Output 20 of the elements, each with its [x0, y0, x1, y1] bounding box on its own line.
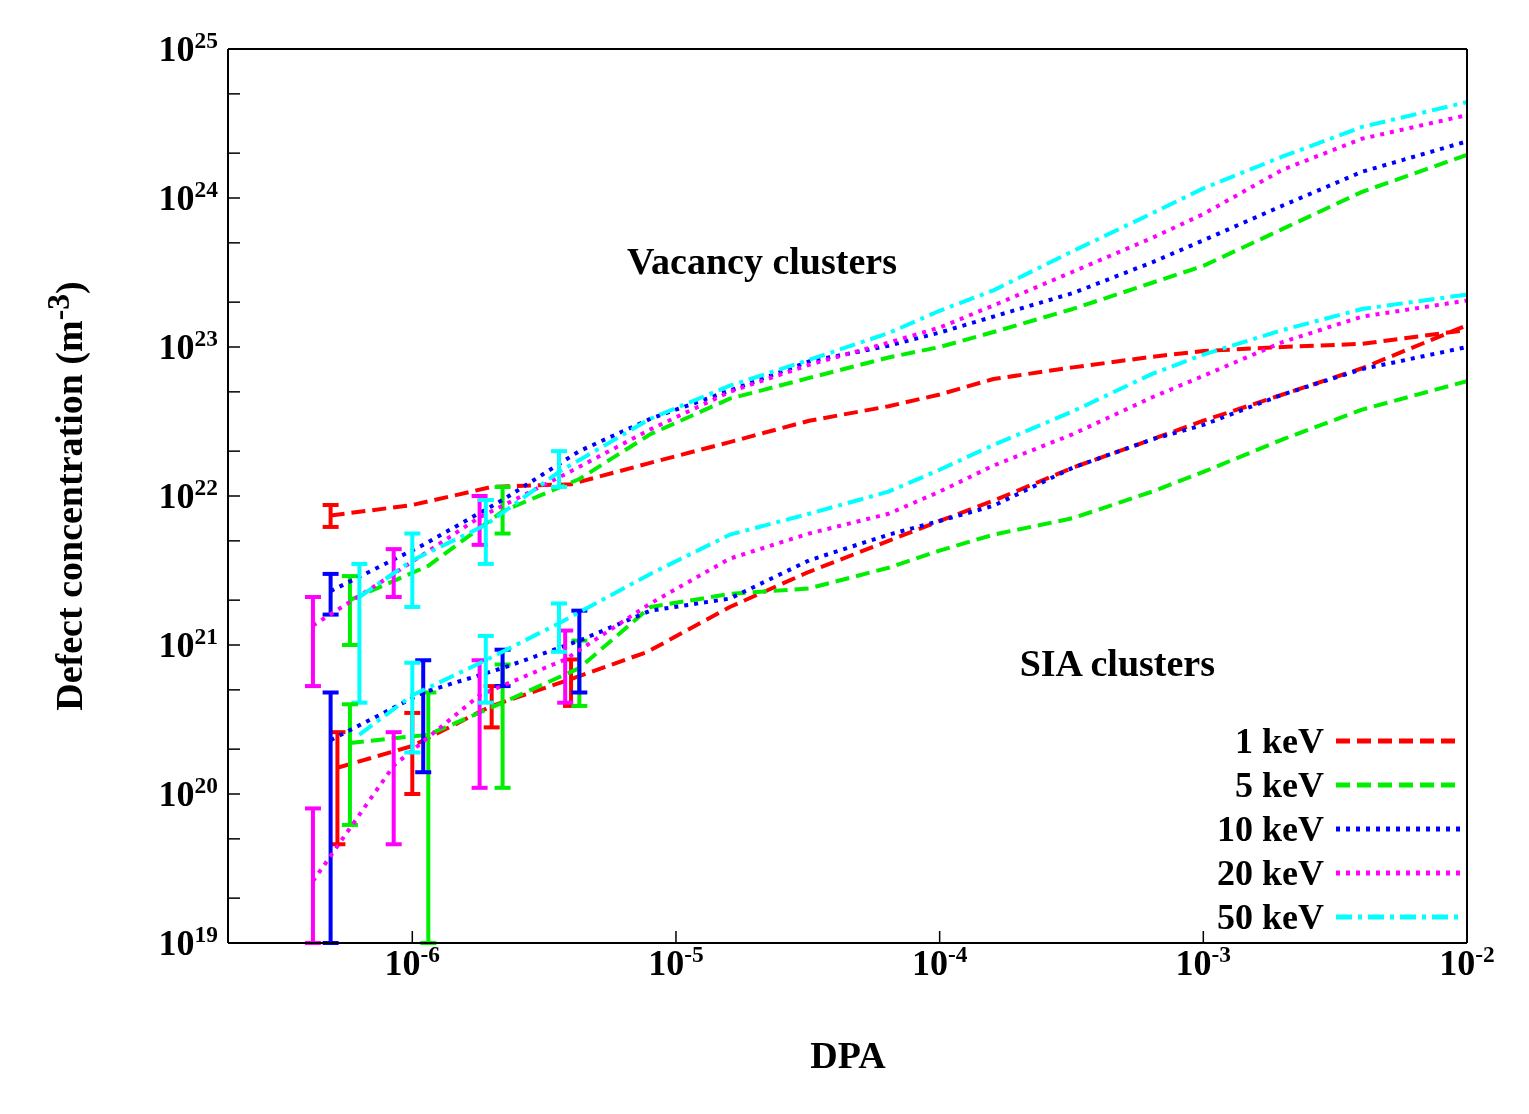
annotation: SIA clusters: [1019, 640, 1215, 685]
x-tick-label: 10$^{-3}$: [1175, 941, 1232, 983]
y-tick-label: 10$^{24}$: [158, 176, 219, 218]
annotation: Vacancy clusters: [627, 239, 897, 283]
legend-label: 50 keV: [1217, 896, 1324, 939]
y-tick-label: 10$^{23}$: [158, 325, 218, 367]
x-tick-label: 10$^{-2}$: [1439, 941, 1495, 983]
y-tick-label: 10$^{20}$: [158, 772, 218, 814]
legend-label: 5 keV: [1235, 764, 1324, 807]
legend-label: 10 keV: [1217, 808, 1324, 851]
y-tick-label: 10$^{21}$: [158, 623, 218, 665]
y-tick-label: 10$^{25}$: [158, 27, 218, 69]
legend-label: 1 keV: [1235, 720, 1324, 763]
x-tick-label: 10$^{-5}$: [648, 941, 704, 983]
legend-label: 20 keV: [1217, 852, 1324, 895]
x-tick-label: 10$^{-4}$: [911, 941, 968, 983]
x-tick-label: 10$^{-6}$: [384, 941, 441, 983]
y-tick-label: 10$^{22}$: [158, 474, 218, 516]
x-axis-title: DPA: [810, 1033, 886, 1077]
y-tick-label: 10$^{19}$: [158, 921, 218, 963]
